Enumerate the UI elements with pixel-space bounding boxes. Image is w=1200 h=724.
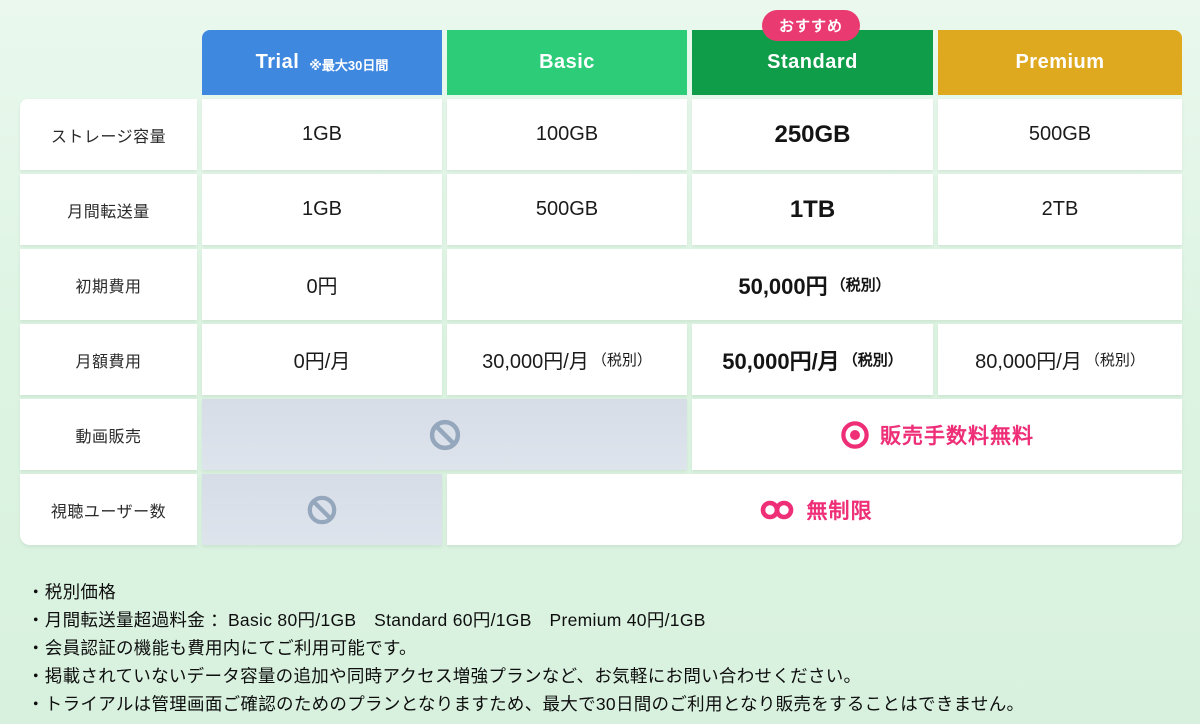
storage-standard: 250GB xyxy=(692,99,933,170)
storage-premium: 500GB xyxy=(938,99,1182,170)
prohibited-icon xyxy=(305,493,339,527)
monthly-cost-basic-value: 30,000円/月 xyxy=(482,351,589,373)
video-sales-available-cell: 販売手数料無料 xyxy=(692,399,1182,470)
monthly-cost-premium-tax: （税別） xyxy=(1084,352,1145,369)
row-label-monthly-cost: 月額費用 xyxy=(20,324,197,395)
plan-header-premium: Premium xyxy=(938,30,1182,95)
viewer-count-label: 無制限 xyxy=(806,499,873,523)
viewer-count-feature: 無制限 xyxy=(757,495,873,525)
initial-cost-shared: 50,000円 （税別） xyxy=(447,249,1182,320)
row-label-video-sales: 動画販売 xyxy=(20,399,197,470)
monthly-cost-premium: 80,000円/月 （税別） xyxy=(938,324,1182,395)
prohibited-icon xyxy=(427,417,463,453)
video-sales-feature: 販売手数料無料 xyxy=(840,420,1034,450)
initial-cost-shared-value: 50,000円 xyxy=(738,273,828,299)
row-label-initial-cost: 初期費用 xyxy=(20,249,197,320)
storage-trial: 1GB xyxy=(202,99,442,170)
footnotes: ・税別価格 ・月間転送量超過料金 ：Basic 80円/1GB Standard… xyxy=(27,578,1024,718)
monthly-cost-standard: 50,000円/月 （税別） xyxy=(692,324,933,395)
transfer-standard: 1TB xyxy=(692,174,933,245)
video-sales-label: 販売手数料無料 xyxy=(880,424,1034,448)
footnote-line: ・会員認証の機能も費用内にてご利用可能です。 xyxy=(27,638,417,658)
transfer-basic: 500GB xyxy=(447,174,687,245)
plan-header-basic-label: Basic xyxy=(539,51,595,73)
plan-header-premium-label: Premium xyxy=(1015,51,1105,73)
monthly-cost-standard-tax: （税別） xyxy=(842,352,903,369)
monthly-cost-basic: 30,000円/月 （税別） xyxy=(447,324,687,395)
initial-cost-shared-tax: （税別） xyxy=(830,277,891,294)
footnote-line: ・トライアルは管理画面ご確認のためのプランとなりますため、最大で30日間のご利用… xyxy=(27,694,1025,714)
transfer-trial: 1GB xyxy=(202,174,442,245)
video-sales-unavailable-cell xyxy=(202,399,687,470)
initial-cost-trial: 0円 xyxy=(202,249,442,320)
recommended-badge-label: おすすめ xyxy=(779,18,844,35)
storage-basic: 100GB xyxy=(447,99,687,170)
footnote-line: ・月間転送量超過料金 ：Basic 80円/1GB Standard 60円/1… xyxy=(27,610,706,630)
recommended-badge: おすすめ xyxy=(762,10,861,41)
row-label-viewer-count: 視聴ユーザー数 xyxy=(20,474,197,545)
viewer-count-unavailable-cell xyxy=(202,474,442,545)
plan-header-basic: Basic xyxy=(447,30,687,95)
monthly-cost-standard-value: 50,000円/月 xyxy=(722,348,840,374)
transfer-premium: 2TB xyxy=(938,174,1182,245)
monthly-cost-premium-value: 80,000円/月 xyxy=(975,351,1082,373)
pricing-table: Trial ※最大30日間 Basic Standard Premium ストレ… xyxy=(20,30,1182,545)
footnote-line: ・税別価格 xyxy=(27,582,116,602)
row-label-transfer: 月間転送量 xyxy=(20,174,197,245)
plan-header-trial-label: Trial xyxy=(255,51,300,73)
plan-header-trial: Trial ※最大30日間 xyxy=(202,30,442,95)
viewer-count-available-cell: 無制限 xyxy=(447,474,1182,545)
bullseye-icon xyxy=(840,420,870,450)
monthly-cost-basic-tax: （税別） xyxy=(591,352,652,369)
footnote-line: ・掲載されていないデータ容量の追加や同時アクセス増強プランなど、お気軽にお問い合… xyxy=(27,666,862,686)
row-label-storage: ストレージ容量 xyxy=(20,99,197,170)
plan-header-trial-sub: ※最大30日間 xyxy=(309,57,389,73)
monthly-cost-trial: 0円/月 xyxy=(202,324,442,395)
plan-header-standard-label: Standard xyxy=(767,51,858,73)
infinity-icon xyxy=(757,499,797,521)
